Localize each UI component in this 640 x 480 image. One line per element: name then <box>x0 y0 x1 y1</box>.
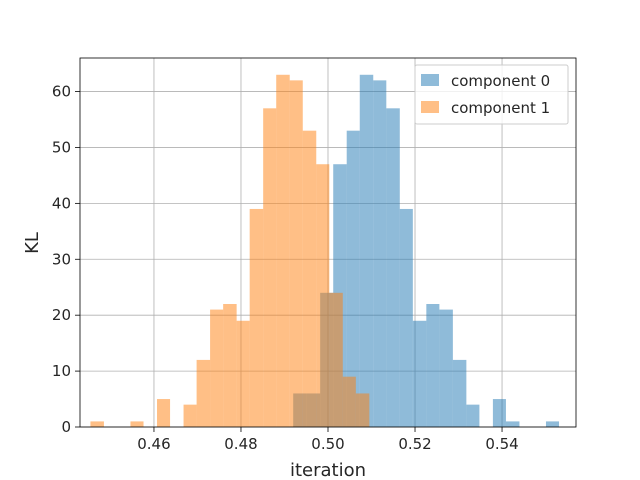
histogram-bar-component-0 <box>399 208 413 427</box>
histogram-bar-component-1 <box>90 421 104 427</box>
histogram-bar-component-1 <box>210 309 224 427</box>
y-axis-ticks: 0 10 20 30 40 50 60 <box>52 83 80 436</box>
legend-swatch-component-0 <box>421 74 439 86</box>
y-axis-title: KL <box>22 232 43 254</box>
histogram-bar-component-1 <box>249 208 264 427</box>
histogram-bar-component-0 <box>545 421 560 427</box>
y-tick-label: 40 <box>52 194 71 212</box>
y-tick-label: 20 <box>52 306 71 324</box>
histogram-bar-component-1 <box>289 80 303 427</box>
legend-label-component-1: component 1 <box>451 99 550 117</box>
y-tick-label: 0 <box>61 418 71 436</box>
histogram-bar-component-1 <box>316 164 330 427</box>
legend-label-component-0: component 0 <box>451 72 550 90</box>
histogram-bar-component-0 <box>359 74 374 427</box>
legend: component 0 component 1 <box>414 64 569 125</box>
histogram-bar-component-1 <box>276 74 290 427</box>
histogram-bar-component-1 <box>223 304 237 427</box>
x-tick-label: 0.52 <box>398 435 431 453</box>
bars <box>90 74 560 428</box>
x-tick-label: 0.46 <box>137 435 170 453</box>
legend-swatch-component-1 <box>421 101 439 113</box>
histogram-bar-component-0 <box>505 421 520 427</box>
histogram-bar-component-1 <box>130 421 144 427</box>
histogram-bar-component-1 <box>183 404 197 427</box>
x-tick-label: 0.48 <box>224 435 257 453</box>
histogram-bar-component-0 <box>492 399 506 427</box>
x-axis-ticks: 0.46 0.48 0.50 0.52 0.54 <box>137 427 519 453</box>
histogram-bar-component-1 <box>157 399 171 427</box>
y-tick-label: 50 <box>52 138 71 156</box>
histogram-bar-component-1 <box>263 108 277 428</box>
x-axis-title: iteration <box>290 460 366 480</box>
histogram-bar-component-1 <box>196 359 211 427</box>
y-tick-label: 30 <box>52 250 71 268</box>
histogram-bar-component-0 <box>373 80 387 427</box>
histogram-bar-component-0 <box>439 309 453 427</box>
histogram-bar-component-0 <box>346 130 360 427</box>
y-tick-label: 60 <box>52 83 71 101</box>
x-tick-label: 0.50 <box>311 435 344 453</box>
legend-frame <box>414 64 569 125</box>
histogram-bar-component-1 <box>302 130 317 427</box>
y-tick-label: 10 <box>52 362 71 380</box>
histogram-bar-component-0 <box>412 320 427 427</box>
histogram-bar-component-1 <box>236 320 250 427</box>
x-tick-label: 0.54 <box>485 435 518 453</box>
histogram-bar-component-0 <box>466 404 480 427</box>
histogram-bar-component-0 <box>386 108 400 428</box>
histogram-bar-component-1 <box>355 393 370 427</box>
histogram-bar-component-1 <box>329 292 343 427</box>
histogram-bar-component-0 <box>426 304 440 427</box>
histogram-bar-component-1 <box>342 376 356 427</box>
histogram-bar-component-0 <box>452 359 467 427</box>
